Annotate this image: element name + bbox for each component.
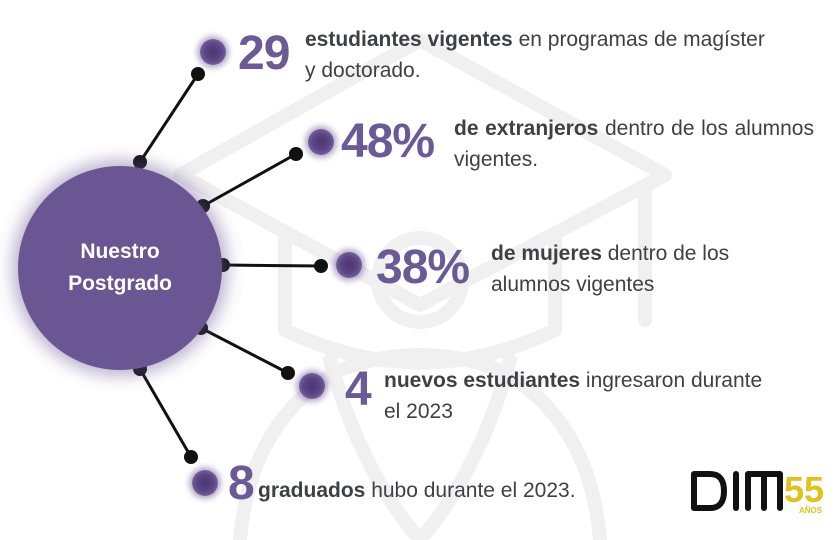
stat-text: estudiantes vigentes en programas de mag…: [305, 24, 775, 86]
dim-55-logo: 55 AÑOS: [691, 469, 824, 515]
hub-circle: Nuestro Postgrado: [18, 166, 222, 370]
stat-text-rest: hubo durante el 2023.: [365, 479, 576, 502]
hub-label: Nuestro Postgrado: [45, 236, 195, 300]
connector-end-dot: [281, 366, 295, 380]
stat-text-rest: dentro de los alumnos vigentes: [491, 242, 730, 296]
stat-number: 8: [228, 457, 255, 510]
logo-years: 55: [784, 469, 824, 510]
stat-text-rest: dentro de los alumnos vigentes.: [454, 117, 814, 171]
stat-text: de mujeres dentro de los alumnos vigente…: [491, 238, 801, 300]
connector-end-dot: [133, 155, 147, 169]
stat-text-bold: graduados: [258, 479, 366, 502]
stat-text-rest: en programas de magíster y doctorado.: [305, 28, 765, 82]
hub-label-line2: Postgrado: [68, 272, 172, 295]
stat-text: de extranjeros dentro de los alumnos vig…: [454, 113, 814, 175]
stat-bullet: [192, 470, 218, 496]
stat-text-bold: estudiantes vigentes: [305, 28, 513, 51]
stat-number: 29: [238, 27, 290, 80]
stat-text: graduados hubo durante el 2023.: [258, 475, 678, 506]
connector-end-dot: [289, 147, 303, 161]
hub-label-line1: Nuestro: [80, 240, 160, 263]
stat-text-rest: ingresaron durante el 2023: [384, 369, 763, 423]
connector-end-dot: [184, 450, 198, 464]
connector-end-dot: [191, 67, 205, 81]
stat-text-bold: de extranjeros: [454, 117, 599, 140]
stat-bullet: [299, 373, 325, 399]
connector-end-dot: [314, 259, 328, 273]
stat-text: nuevos estudiantes ingresaron durante el…: [384, 365, 774, 427]
stat-bullet: [308, 129, 334, 155]
stat-bullet: [336, 252, 362, 278]
stat-text-bold: nuevos estudiantes: [384, 369, 581, 392]
stat-number: 48%: [341, 115, 435, 168]
stat-number: 4: [345, 363, 372, 416]
stat-bullet: [200, 39, 226, 65]
logo-years-label: AÑOS: [799, 506, 823, 515]
stat-text-bold: de mujeres: [491, 242, 602, 265]
stat-number: 38%: [376, 241, 470, 294]
